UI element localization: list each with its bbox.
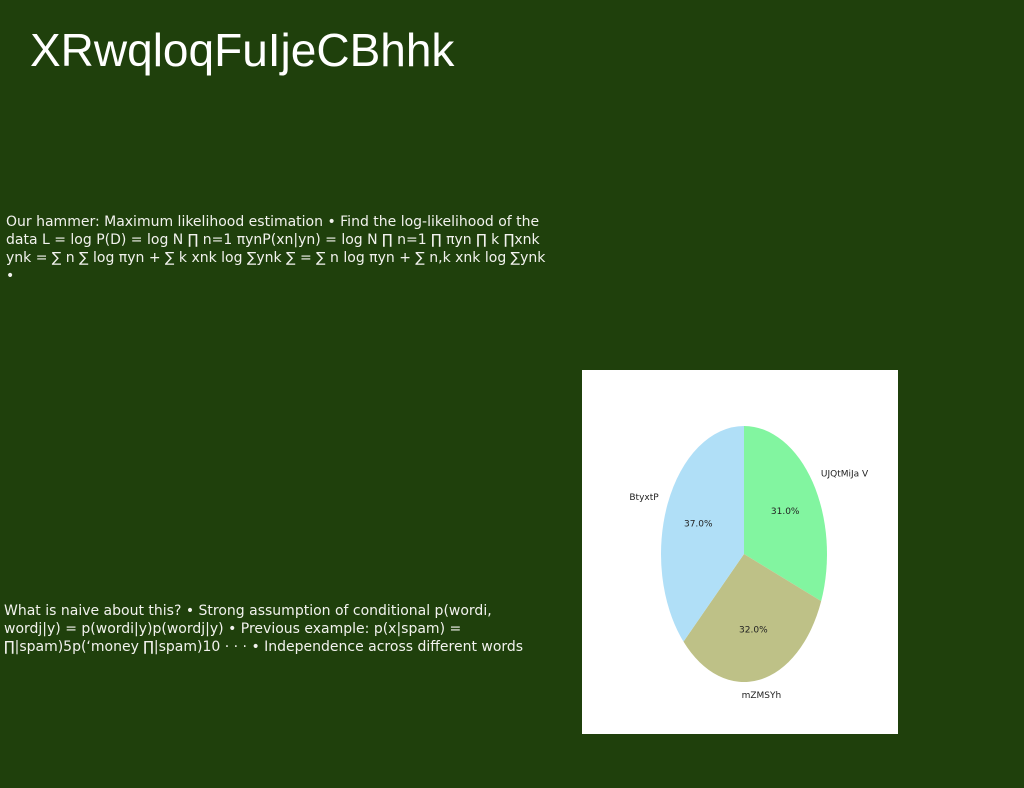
pie-category-label-1: mZMSYh bbox=[742, 691, 782, 701]
slide-title: XRwqloqFuIjeCBhhk bbox=[30, 22, 454, 78]
pie-percent-label-0: 31.0% bbox=[771, 507, 800, 517]
body-text-likelihood: Our hammer: Maximum likelihood estimatio… bbox=[6, 213, 558, 285]
body-text-naive-assumption: What is naive about this? • Strong assum… bbox=[4, 602, 524, 656]
pie-chart: 31.0% UJQtMiJa V 32.0% mZMSYh 37.0% BtyxtP bbox=[582, 370, 898, 734]
pie-percent-label-2: 37.0% bbox=[684, 519, 713, 529]
pie-percent-label-1: 32.0% bbox=[739, 625, 768, 635]
pie-chart-panel: 31.0% UJQtMiJa V 32.0% mZMSYh 37.0% BtyxtP bbox=[582, 370, 898, 734]
pie-category-label-2: BtyxtP bbox=[629, 493, 659, 503]
pie-category-label-0: UJQtMiJa V bbox=[821, 469, 869, 479]
